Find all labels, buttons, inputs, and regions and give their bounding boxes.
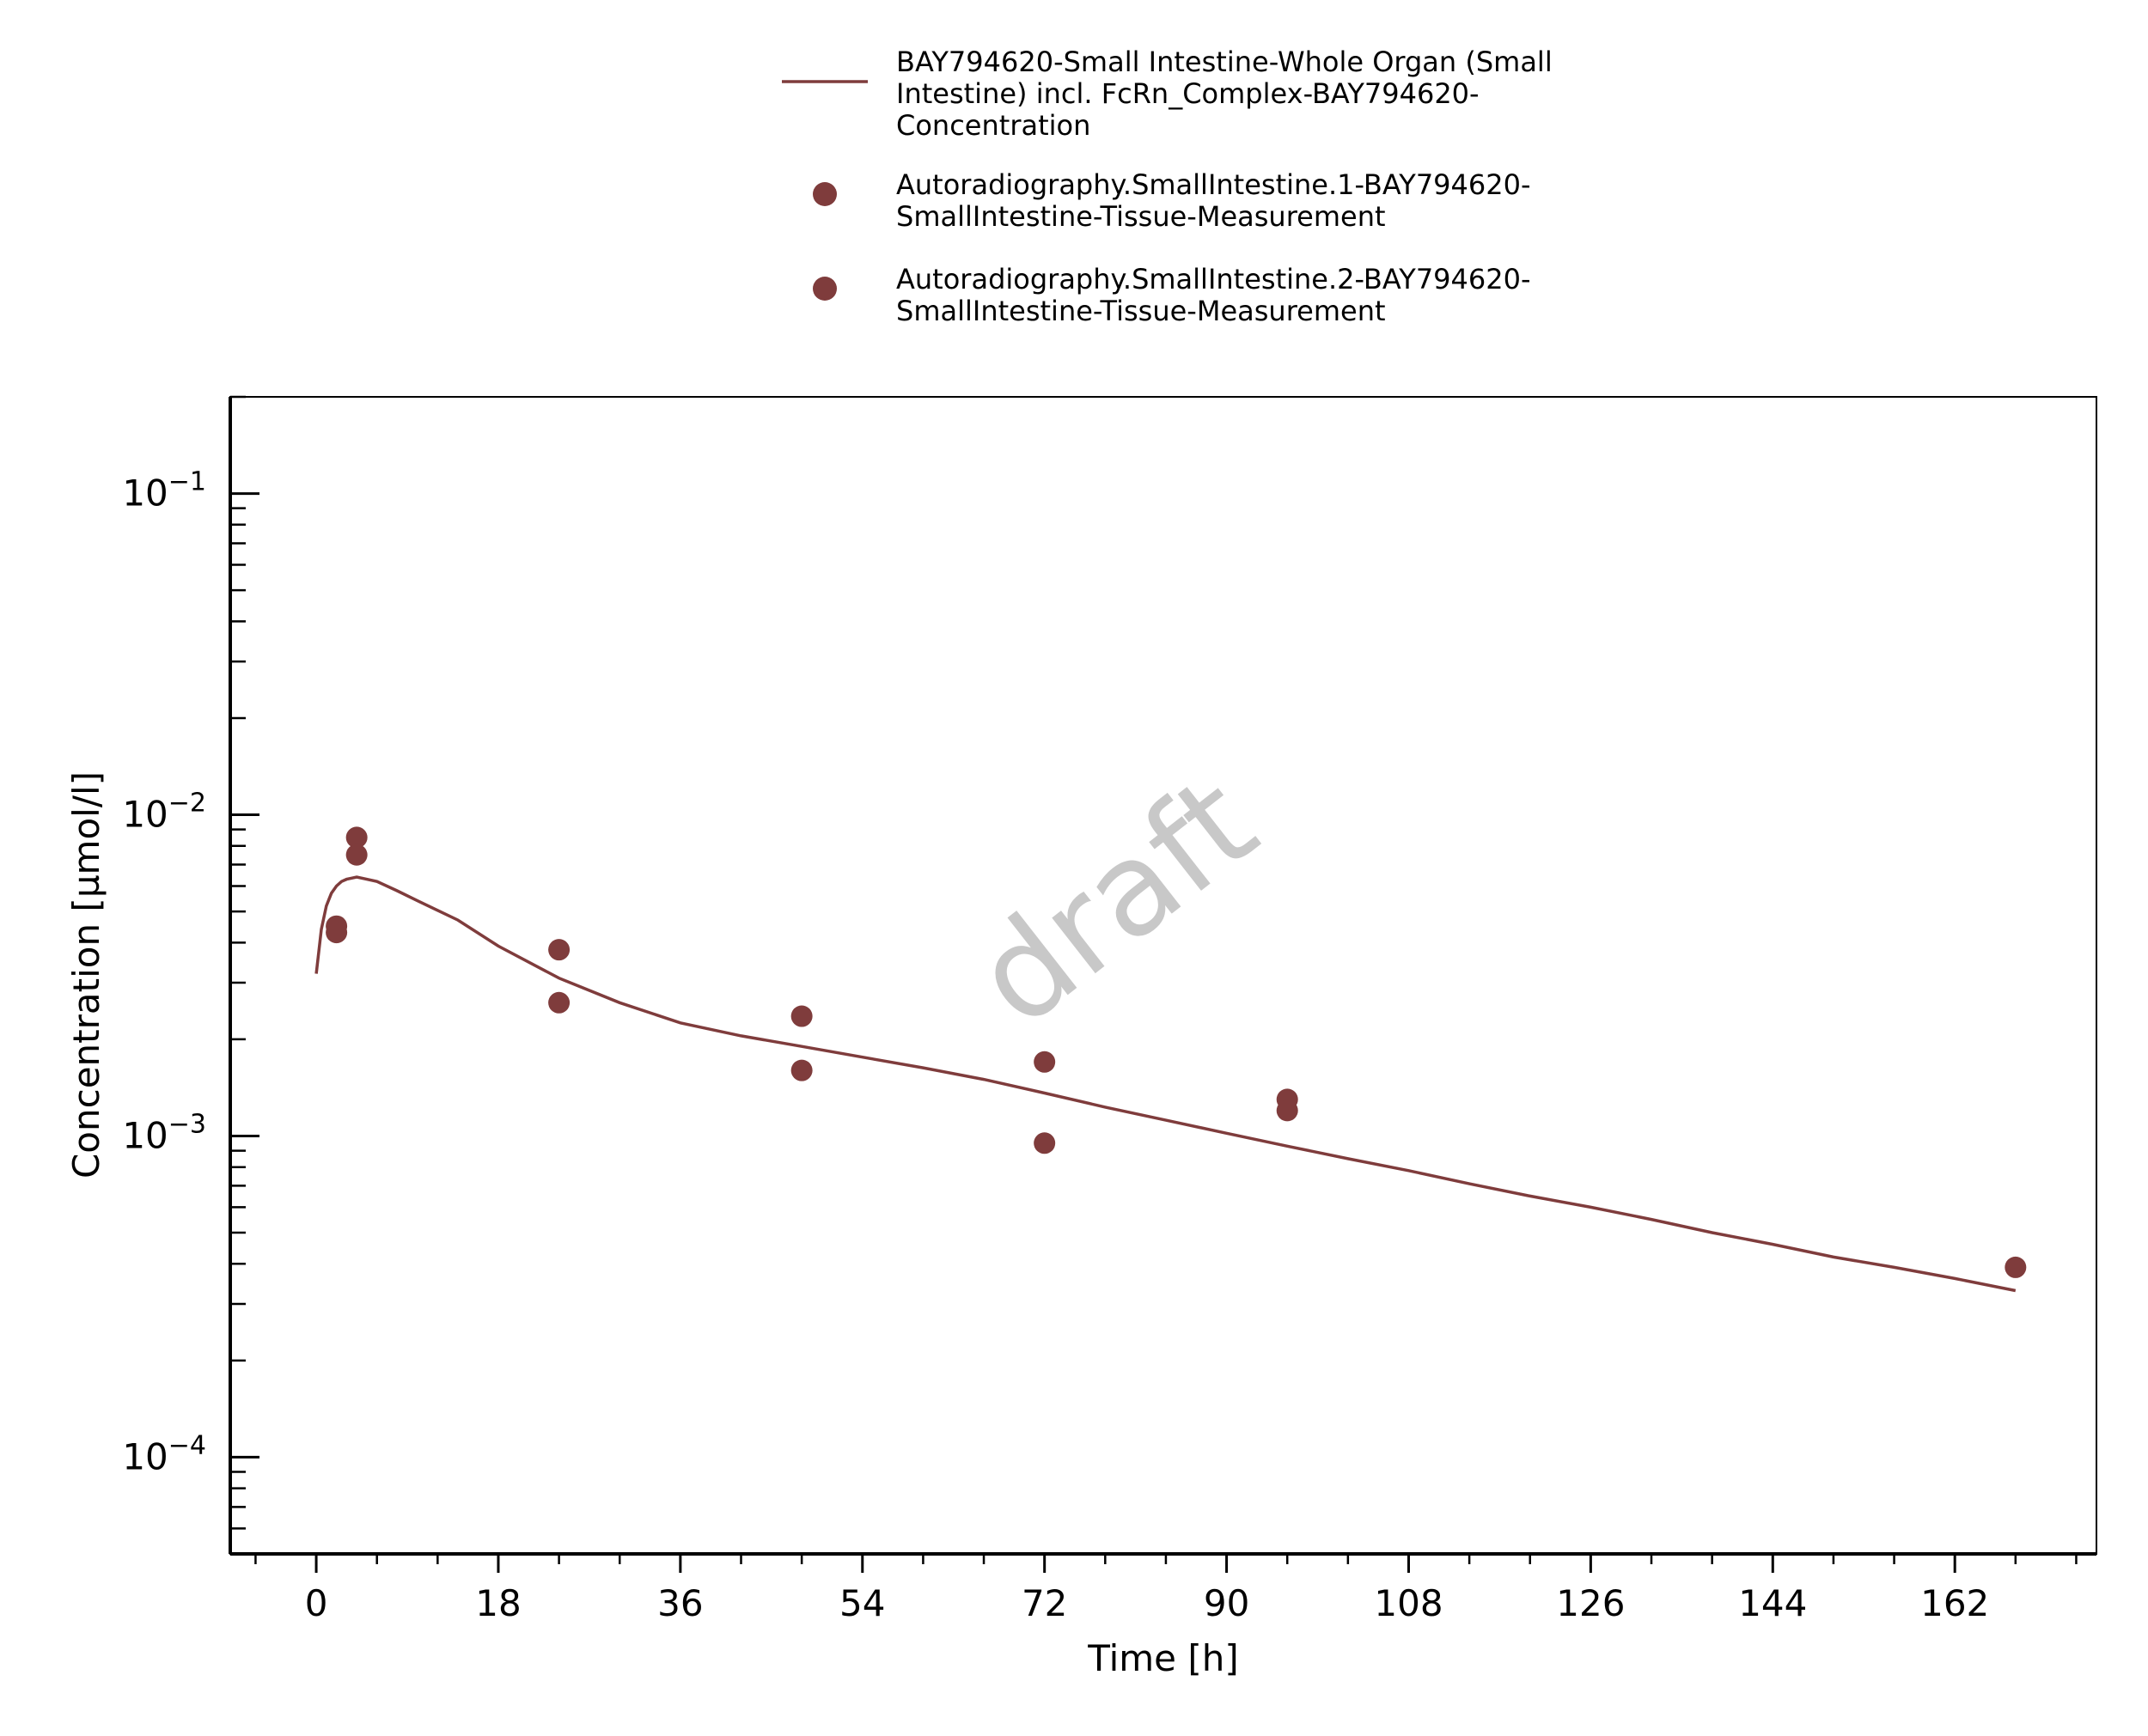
data-point-series-2 bbox=[790, 1059, 813, 1081]
watermark-text: draft bbox=[949, 748, 1283, 1055]
y-axis-ticks: 10−4 10−3 10−2 10−1 bbox=[122, 395, 259, 1556]
legend: BAY794620-Small Intestine-Whole Organ (S… bbox=[782, 46, 1553, 327]
legend-label: SmallIntestine-Tissue-Measurement bbox=[896, 200, 1386, 233]
y-tick-label: 10−3 bbox=[122, 1109, 206, 1156]
y-tick-label: 10−4 bbox=[122, 1430, 206, 1477]
y-tick-label: 10−2 bbox=[122, 789, 206, 836]
data-point-series-1 bbox=[345, 826, 368, 849]
x-tick-label: 0 bbox=[305, 1582, 328, 1624]
x-tick-label: 18 bbox=[475, 1582, 521, 1624]
legend-marker-swatch bbox=[813, 277, 837, 301]
x-tick-label: 72 bbox=[1022, 1582, 1067, 1624]
x-tick-label: 54 bbox=[839, 1582, 885, 1624]
series-layer bbox=[314, 826, 2027, 1293]
legend-label: Intestine) incl. FcRn_Complex-BAY794620- bbox=[896, 77, 1480, 110]
legend-label: Autoradiography.SmallIntestine.1-BAY7946… bbox=[896, 168, 1531, 201]
data-point-series-2 bbox=[1034, 1132, 1056, 1154]
data-point-series-2 bbox=[1276, 1099, 1298, 1122]
data-point-series-1 bbox=[1034, 1051, 1056, 1073]
x-tick-label: 90 bbox=[1204, 1582, 1249, 1624]
legend-label: BAY794620-Small Intestine-Whole Organ (S… bbox=[896, 46, 1553, 78]
x-axis-ticks: 0 18 36 54 72 90 108 126 144 162 bbox=[254, 1554, 2078, 1624]
legend-label: Concentration bbox=[896, 109, 1090, 142]
y-axis-title: Concentration [µmol/l] bbox=[65, 771, 107, 1179]
legend-marker-swatch bbox=[813, 182, 837, 206]
data-point-series-1 bbox=[790, 1005, 813, 1027]
x-tick-label: 144 bbox=[1738, 1582, 1807, 1624]
data-point-series-2 bbox=[345, 844, 368, 866]
x-tick-label: 36 bbox=[657, 1582, 703, 1624]
x-tick-label: 162 bbox=[1920, 1582, 1989, 1624]
series-line-0 bbox=[314, 875, 2017, 1293]
x-tick-label: 126 bbox=[1556, 1582, 1625, 1624]
data-point-series-2 bbox=[548, 991, 571, 1014]
data-point-series-2 bbox=[326, 922, 348, 944]
y-tick-label: 10−1 bbox=[122, 467, 206, 515]
x-axis-title: Time [h] bbox=[1087, 1637, 1239, 1679]
x-tick-label: 108 bbox=[1374, 1582, 1443, 1624]
plot-frame bbox=[229, 396, 2097, 1555]
legend-label: SmallIntestine-Tissue-Measurement bbox=[896, 295, 1386, 327]
data-point-series-1 bbox=[2005, 1256, 2027, 1278]
data-point-series-1 bbox=[548, 939, 571, 961]
legend-label: Autoradiography.SmallIntestine.2-BAY7946… bbox=[896, 263, 1531, 295]
